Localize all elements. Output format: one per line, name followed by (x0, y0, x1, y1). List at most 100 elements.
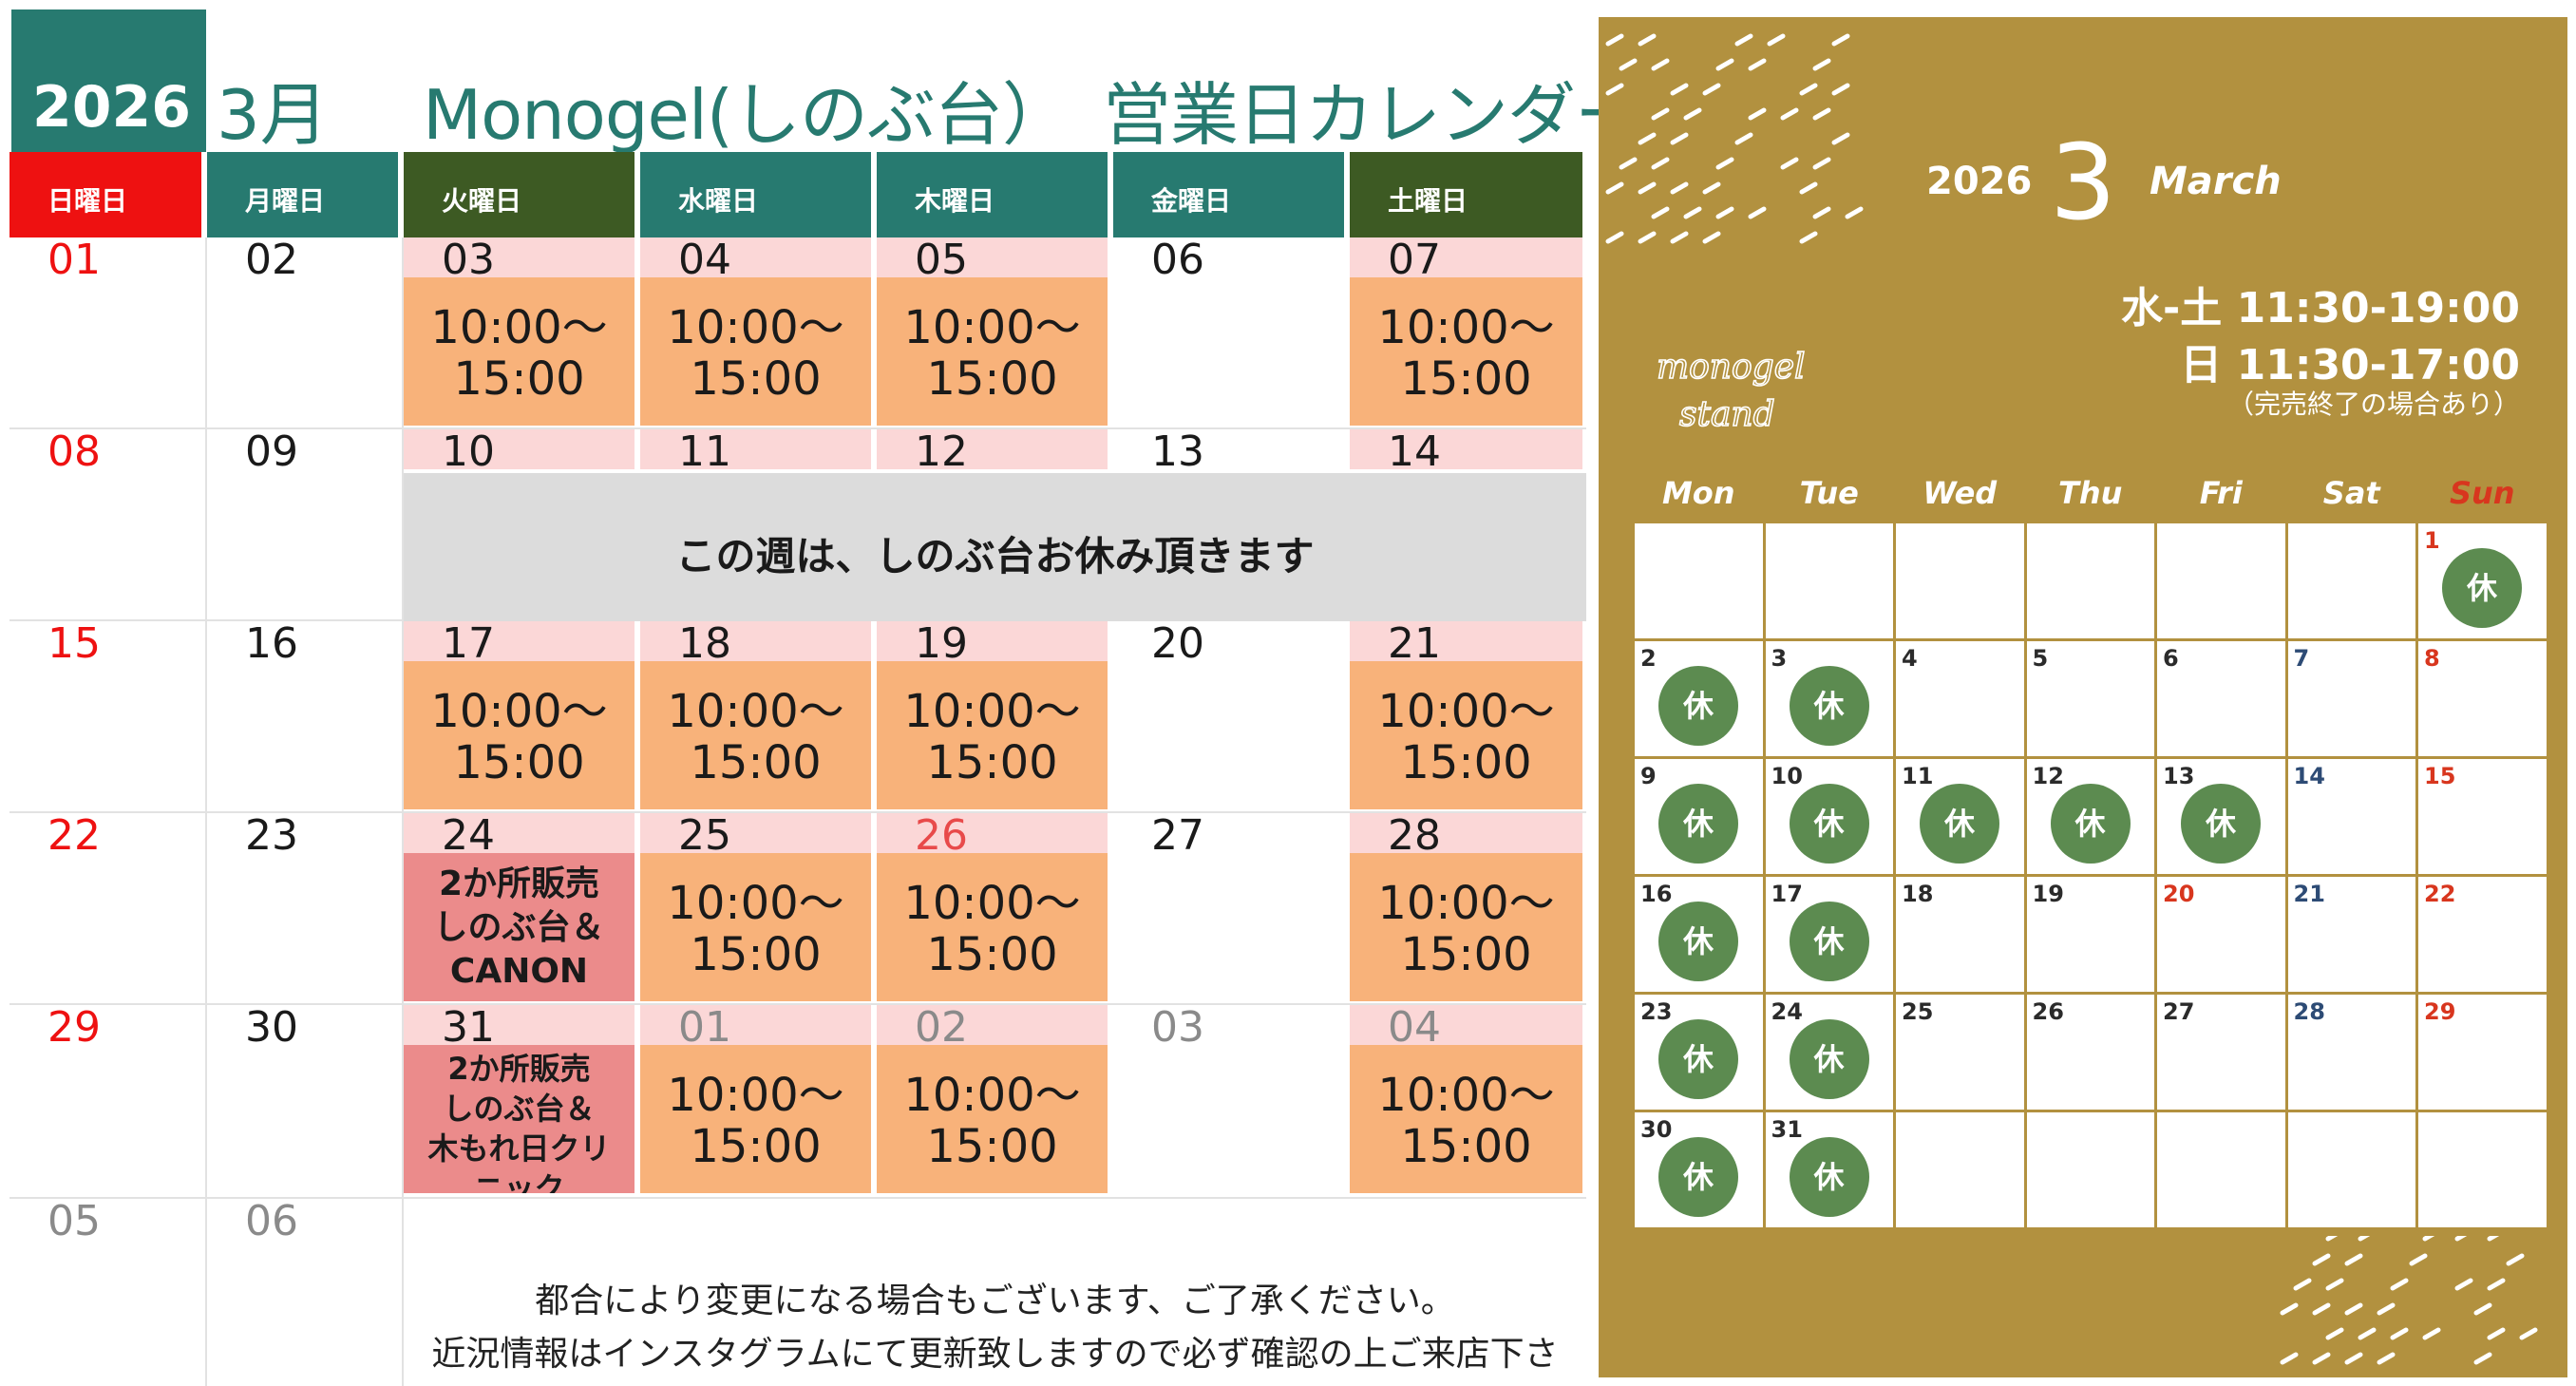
month-title: 3月 (217, 75, 329, 155)
right-day-cell: 29 (2418, 995, 2547, 1110)
sale-text: 2か所販売 しのぶ台＆ CANON (433, 864, 605, 991)
right-day-cell (2157, 1112, 2285, 1227)
open-hours-cell (1350, 661, 1582, 809)
date-number: 06 (1151, 236, 1204, 284)
right-day-cell: 8 (2418, 641, 2547, 756)
note-line-2: 近況情報はインスタグラムにて更新致しますので必ず確認の上ご来店下さい。 (431, 1335, 1559, 1386)
sale-text: 2か所販売 しのぶ台＆ 木もれ日クリ ニック (427, 1051, 611, 1193)
sale-cell (404, 853, 635, 1001)
right-day-cell: 23 休 (1635, 995, 1763, 1110)
weekday-header: 金曜日 (1113, 152, 1344, 237)
date-number: 01 (47, 236, 101, 284)
date-number: 12 (915, 427, 968, 476)
date-number: 03 (1151, 1003, 1204, 1052)
right-calendar: 2026 3 March 水-土 11:30-19:00 日 11:30-17:… (1599, 17, 2567, 1377)
right-day-number: 12 (2032, 763, 2064, 789)
right-day-cell: 25 (1896, 995, 2024, 1110)
right-month-name: March (2150, 160, 2282, 203)
right-day-cell (2287, 523, 2415, 638)
right-day-number: 31 (1771, 1116, 1803, 1143)
right-day-cell: 6 (2157, 641, 2285, 756)
open-hours-text: 10:00〜 15:00 (430, 301, 608, 406)
right-month-grid: 1 休 2 休 3 休 4 5 6 7 8 9 休 10 休 11 休 12 休 13 休 14 15 16 休 17 休 18 19 2… (1635, 523, 2547, 1236)
date-number: 02 (915, 1003, 968, 1052)
date-band (1350, 813, 1582, 853)
date-band (877, 237, 1108, 277)
right-day-cell: 13 休 (2157, 759, 2285, 874)
right-day-number: 25 (1902, 998, 1934, 1025)
dash-pattern-decoration (1605, 33, 1864, 244)
right-day-number: 8 (2424, 645, 2440, 672)
svg-text:stand: stand (1679, 395, 1775, 434)
right-day-cell: 28 (2287, 995, 2415, 1110)
weekday-header: 火曜日 (404, 152, 635, 237)
right-day-cell: 4 (1896, 641, 2024, 756)
date-number: 01 (678, 1003, 731, 1052)
date-number: 29 (47, 1003, 101, 1052)
calendar-title: Monogel(しのぶ台） 営業日カレンダー (423, 75, 1643, 155)
right-day-cell: 10 休 (1765, 759, 1893, 874)
right-day-number: 30 (1640, 1116, 1673, 1143)
right-day-cell: 5 (2026, 641, 2154, 756)
date-number: 07 (1388, 236, 1441, 284)
closed-day-badge: 休 (1658, 1019, 1738, 1099)
closed-day-badge: 休 (1658, 784, 1738, 864)
right-day-number: 17 (1771, 881, 1803, 907)
right-day-number: 29 (2424, 998, 2456, 1025)
right-day-number: 6 (2163, 645, 2179, 672)
closed-day-badge: 休 (1920, 784, 1999, 864)
weekday-header: 日曜日 (9, 152, 201, 237)
date-number: 22 (47, 811, 101, 860)
right-day-cell: 22 (2418, 877, 2547, 992)
right-day-cell (1896, 523, 2024, 638)
date-number: 30 (245, 1003, 298, 1052)
right-day-number: 22 (2424, 881, 2456, 907)
date-number: 18 (678, 619, 731, 668)
year-text: 2026 (32, 74, 191, 141)
date-band (877, 1005, 1108, 1045)
date-number: 05 (915, 236, 968, 284)
weekday-header: 木曜日 (877, 152, 1108, 237)
right-day-cell: 14 (2287, 759, 2415, 874)
date-band (877, 621, 1108, 661)
date-number: 04 (678, 236, 731, 284)
date-number: 23 (245, 811, 298, 860)
hours-note: （完売終了の場合あり） (2226, 389, 2520, 420)
right-day-number: 5 (2032, 645, 2049, 672)
open-hours-text: 10:00〜 15:00 (667, 685, 844, 789)
right-weekday-label: Mon (1661, 475, 1735, 511)
grid-line (9, 427, 1586, 429)
date-number: 05 (47, 1197, 101, 1245)
right-day-cell: 24 休 (1765, 995, 1893, 1110)
right-day-cell (2418, 1112, 2547, 1227)
right-day-number: 3 (1771, 645, 1788, 672)
date-band (1350, 237, 1582, 277)
right-year: 2026 (1926, 160, 2033, 203)
open-hours-cell (877, 853, 1108, 1001)
date-band (877, 429, 1108, 469)
right-day-number: 13 (2163, 763, 2195, 789)
closed-day-badge: 休 (1789, 666, 1869, 746)
date-number: 10 (442, 427, 495, 476)
open-hours-cell (640, 661, 871, 809)
right-day-number: 9 (1640, 763, 1657, 789)
date-number: 26 (915, 811, 968, 860)
date-band (640, 1005, 871, 1045)
right-month-number: 3 (2050, 122, 2116, 243)
date-number: 15 (47, 619, 101, 668)
open-hours-text: 10:00〜 15:00 (667, 877, 844, 981)
right-day-number: 28 (2293, 998, 2325, 1025)
grid-line (9, 811, 1586, 813)
weekday-header: 水曜日 (640, 152, 871, 237)
open-hours-cell (640, 277, 871, 426)
right-day-cell (1765, 523, 1893, 638)
date-band (640, 237, 871, 277)
open-hours-cell (640, 1045, 871, 1193)
svg-text:monogel: monogel (1657, 348, 1806, 387)
open-hours-text: 10:00〜 15:00 (903, 301, 1081, 406)
right-day-number: 24 (1771, 998, 1803, 1025)
grid-line (9, 1197, 1586, 1199)
date-number: 16 (245, 619, 298, 668)
